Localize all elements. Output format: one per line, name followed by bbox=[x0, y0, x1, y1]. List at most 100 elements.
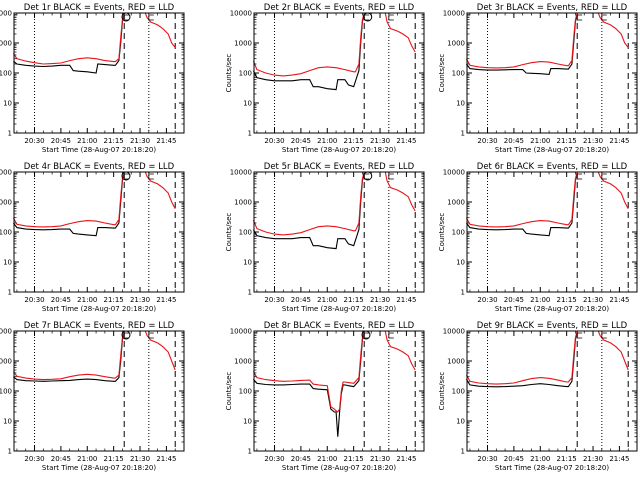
chart-panel: Det 7r BLACK = Events, RED = LLD 1 10 100 10… bbox=[0, 321, 185, 472]
y-tick-label: 100 bbox=[0, 229, 12, 237]
y-tick-label: 1000 bbox=[234, 40, 252, 48]
y-tick-label: 10 bbox=[456, 100, 465, 108]
x-tick-label: 21:30 bbox=[370, 455, 390, 463]
lld-series-line bbox=[465, 330, 629, 385]
lld-series-line bbox=[465, 12, 629, 69]
y-tick-label: 1 bbox=[8, 448, 12, 456]
chart-panel: Det 8r BLACK = Events, RED = LLD 1 10 100 10… bbox=[225, 321, 425, 472]
events-series-line bbox=[12, 171, 125, 237]
events-series-line bbox=[252, 330, 365, 437]
x-tick-label: 21:30 bbox=[370, 137, 390, 145]
bracket-marker bbox=[123, 14, 130, 21]
bracket-marker bbox=[601, 14, 607, 21]
y-tick-label: 1 bbox=[248, 289, 252, 297]
x-tick-label: 20:45 bbox=[51, 455, 71, 463]
chart-title: Det 2r BLACK = Events, RED = LLD bbox=[264, 3, 415, 13]
x-tick-label: 20:45 bbox=[291, 137, 311, 145]
events-series-line bbox=[252, 171, 365, 250]
x-tick-label: 21:15 bbox=[104, 455, 124, 463]
lld-series-line bbox=[12, 12, 176, 65]
x-tick-label: 20:30 bbox=[477, 137, 497, 145]
events-series-line bbox=[465, 12, 578, 75]
x-axis-label: Start Time (28-Aug-07 20:18:20) bbox=[282, 464, 396, 472]
lld-series-line bbox=[12, 171, 176, 228]
x-tick-label: 21:15 bbox=[557, 296, 577, 304]
x-tick-label: 21:45 bbox=[396, 137, 416, 145]
y-tick-label: 1000 bbox=[0, 199, 12, 207]
x-tick-label: 21:30 bbox=[370, 296, 390, 304]
x-tick-label: 20:30 bbox=[264, 296, 284, 304]
x-tick-label: 20:45 bbox=[291, 296, 311, 304]
x-axis-label: Start Time (28-Aug-07 20:18:20) bbox=[495, 146, 609, 154]
x-tick-label: 20:45 bbox=[51, 296, 71, 304]
y-tick-label: 1 bbox=[8, 130, 12, 138]
x-axis-label: Start Time (28-Aug-07 20:18:20) bbox=[282, 305, 396, 313]
y-tick-label: 10000 bbox=[0, 328, 12, 336]
x-tick-label: 20:45 bbox=[504, 455, 524, 463]
y-tick-label: 10 bbox=[3, 418, 12, 426]
chart-title: Det 4r BLACK = Events, RED = LLD bbox=[24, 162, 175, 172]
x-tick-label: 20:45 bbox=[504, 137, 524, 145]
plot-frame bbox=[466, 330, 638, 452]
plot-frame bbox=[466, 12, 638, 134]
x-tick-label: 21:00 bbox=[530, 455, 550, 463]
x-tick-label: 20:30 bbox=[24, 296, 44, 304]
x-tick-label: 21:45 bbox=[396, 296, 416, 304]
y-tick-label: 1 bbox=[248, 130, 252, 138]
bracket-marker bbox=[388, 332, 394, 339]
y-tick-label: 1000 bbox=[0, 358, 12, 366]
lld-series-line bbox=[252, 171, 416, 236]
x-tick-label: 20:30 bbox=[264, 137, 284, 145]
y-tick-label: 10000 bbox=[443, 328, 465, 336]
y-tick-label: 10 bbox=[243, 100, 252, 108]
y-tick-label: 100 bbox=[452, 229, 465, 237]
chart-title: Det 1r BLACK = Events, RED = LLD bbox=[24, 3, 175, 13]
x-axis-label: Start Time (28-Aug-07 20:18:20) bbox=[495, 305, 609, 313]
y-tick-label: 10000 bbox=[443, 10, 465, 18]
x-tick-label: 21:15 bbox=[557, 455, 577, 463]
x-tick-label: 21:30 bbox=[130, 137, 150, 145]
bracket-marker bbox=[148, 332, 154, 339]
bracket-marker bbox=[123, 332, 130, 339]
x-axis-label: Start Time (28-Aug-07 20:18:20) bbox=[495, 464, 609, 472]
y-tick-label: 1000 bbox=[0, 40, 12, 48]
bracket-marker bbox=[576, 14, 583, 21]
y-tick-label: 10000 bbox=[230, 169, 252, 177]
events-series-line bbox=[13, 330, 125, 382]
x-tick-label: 21:15 bbox=[557, 137, 577, 145]
x-tick-label: 21:15 bbox=[344, 296, 364, 304]
y-tick-label: 1000 bbox=[447, 199, 465, 207]
x-tick-label: 20:30 bbox=[477, 455, 497, 463]
y-tick-label: 10 bbox=[243, 418, 252, 426]
x-tick-label: 21:45 bbox=[609, 455, 629, 463]
bracket-marker bbox=[363, 173, 370, 180]
chart-title: Det 9r BLACK = Events, RED = LLD bbox=[477, 321, 628, 331]
chart-panel: Det 9r BLACK = Events, RED = LLD 1 10 100 10… bbox=[438, 321, 638, 472]
y-axis-label: Counts/sec bbox=[225, 213, 233, 252]
x-tick-label: 21:45 bbox=[156, 296, 176, 304]
y-axis-label: Counts/sec bbox=[438, 213, 446, 252]
x-tick-label: 20:45 bbox=[291, 455, 311, 463]
lld-series-line bbox=[252, 12, 416, 77]
bracket-marker bbox=[601, 173, 607, 180]
y-tick-label: 10000 bbox=[443, 169, 465, 177]
y-tick-label: 100 bbox=[0, 388, 12, 396]
chart-panel: Det 3r BLACK = Events, RED = LLD 1 10 100 10… bbox=[438, 3, 638, 154]
x-tick-label: 21:00 bbox=[77, 455, 97, 463]
events-series-line bbox=[465, 171, 578, 237]
chart-panel: Det 1r BLACK = Events, RED = LLD 1 10 100 10… bbox=[0, 3, 185, 154]
y-axis-label: Counts/sec bbox=[438, 372, 446, 411]
x-tick-label: 21:00 bbox=[530, 296, 550, 304]
chart-panel: Det 2r BLACK = Events, RED = LLD 1 10 100 10… bbox=[225, 3, 425, 154]
x-tick-label: 21:30 bbox=[583, 296, 603, 304]
x-tick-label: 20:45 bbox=[51, 137, 71, 145]
x-tick-label: 21:45 bbox=[609, 137, 629, 145]
y-tick-label: 10000 bbox=[230, 10, 252, 18]
bracket-marker bbox=[576, 332, 583, 339]
x-tick-label: 21:00 bbox=[317, 296, 337, 304]
x-tick-label: 20:30 bbox=[477, 296, 497, 304]
bracket-marker bbox=[148, 173, 154, 180]
y-tick-label: 10000 bbox=[230, 328, 252, 336]
bracket-marker bbox=[576, 173, 583, 180]
y-tick-label: 10 bbox=[456, 259, 465, 267]
